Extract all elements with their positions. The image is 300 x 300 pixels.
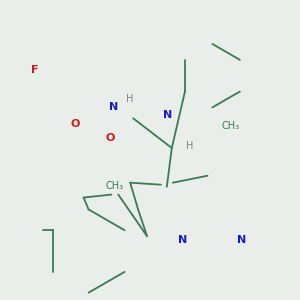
Text: O: O	[106, 133, 115, 143]
Text: N: N	[163, 110, 172, 120]
Text: N: N	[109, 102, 118, 112]
Text: F: F	[31, 65, 38, 75]
Text: H: H	[186, 141, 193, 151]
Text: H: H	[127, 94, 134, 104]
Text: O: O	[70, 119, 80, 129]
Text: CH₃: CH₃	[105, 181, 123, 191]
Text: CH₃: CH₃	[221, 121, 239, 131]
Text: N: N	[237, 235, 247, 245]
Text: N: N	[178, 235, 188, 245]
